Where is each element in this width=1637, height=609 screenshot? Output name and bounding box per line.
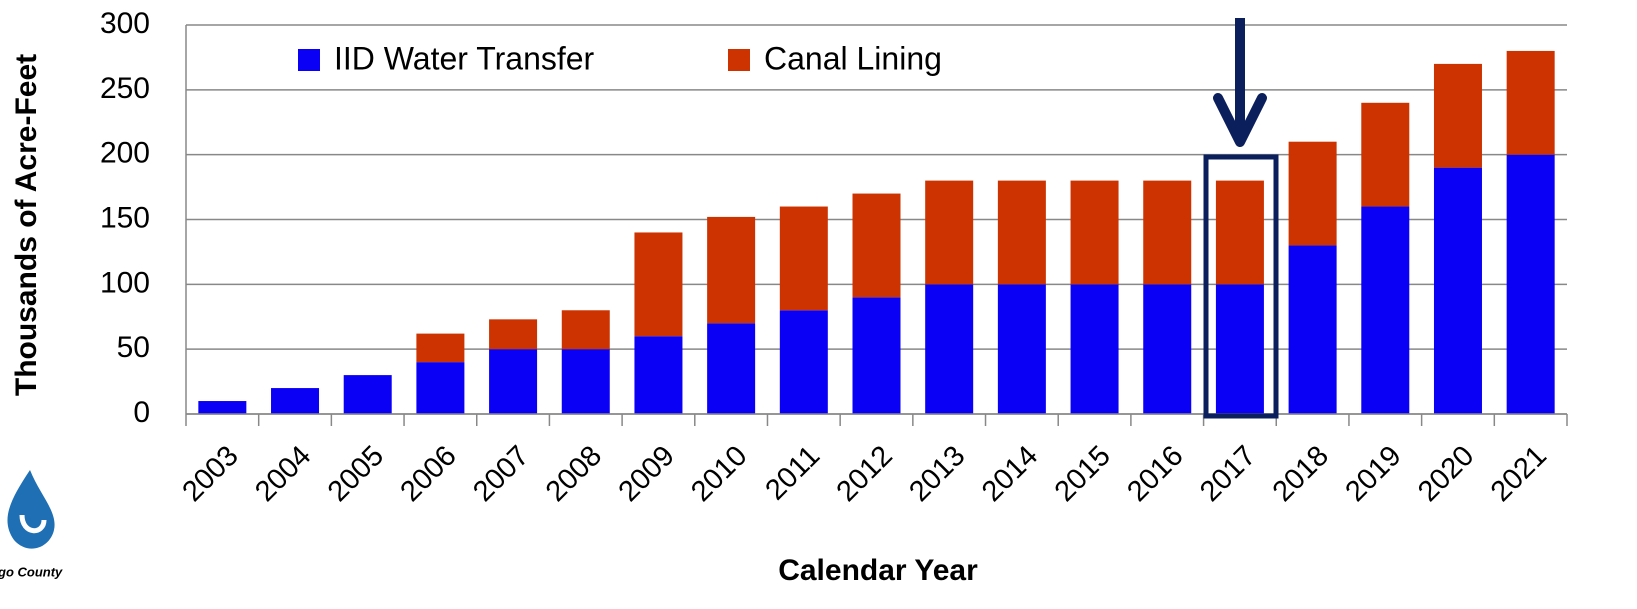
x-tick-label: 2009 [613, 440, 681, 508]
bar-segment [997, 284, 1046, 414]
bar-segment [343, 375, 392, 414]
legend-label: IID Water Transfer [334, 40, 595, 76]
x-tick-label: 2010 [685, 440, 753, 508]
y-tick-label: 50 [117, 331, 150, 364]
x-tick-label: 2020 [1412, 440, 1480, 508]
bar-segment [489, 349, 538, 414]
legend-label: Canal Lining [764, 40, 942, 76]
logo: go County [0, 470, 63, 579]
bar-segment [198, 401, 247, 414]
x-tick-label: 2016 [1121, 440, 1189, 508]
x-tick-label: 2019 [1339, 440, 1407, 508]
bar-segment [997, 180, 1046, 285]
bar-segment [1215, 180, 1264, 285]
bar-segment [561, 310, 610, 350]
highlight-box [1203, 154, 1279, 419]
bar-segment [1070, 180, 1119, 285]
x-tick-label: 2004 [249, 440, 317, 508]
x-tick-label: 2012 [831, 440, 899, 508]
y-tick-label: 0 [133, 396, 150, 429]
x-tick-label: 2021 [1485, 440, 1553, 508]
bar-segment [1288, 245, 1337, 414]
arrow-head [1213, 93, 1267, 147]
y-tick-label: 150 [100, 201, 150, 234]
legend-swatch [298, 49, 320, 71]
bar-segment [489, 319, 538, 350]
bar-segment [416, 333, 465, 363]
logo-wave [19, 514, 47, 534]
bar-segment [852, 297, 901, 414]
y-axis-title: Thousands of Acre-Feet [10, 54, 43, 396]
y-tick-label: 300 [100, 7, 150, 40]
bar-segment [707, 216, 756, 324]
x-tick-label: 2015 [1049, 440, 1117, 508]
bar-segment [779, 206, 828, 311]
bar-segment [1433, 167, 1482, 414]
bar-segment [1143, 284, 1192, 414]
y-tick-label: 250 [100, 72, 150, 105]
bar-segment [1215, 284, 1264, 414]
bar-segment [1361, 102, 1410, 207]
x-tick-label: 2017 [1194, 440, 1262, 508]
bar-segment [634, 232, 683, 337]
bar-segment [416, 362, 465, 414]
x-tick-label: 2011 [759, 440, 826, 507]
bar-segment [271, 388, 320, 414]
logo-text: go County [0, 564, 63, 579]
bar-segment [1288, 141, 1337, 246]
legend-swatch [728, 49, 750, 71]
x-tick-label: 2008 [540, 440, 608, 508]
x-tick-label: 2014 [976, 440, 1044, 508]
logo-drop [7, 470, 55, 549]
bar-segment [1506, 154, 1555, 414]
bar-segment [1506, 50, 1555, 155]
y-tick-label: 200 [100, 137, 150, 170]
bar-segment [925, 180, 974, 285]
bar-segment [1361, 206, 1410, 414]
x-tick-label: 2007 [467, 440, 535, 508]
bar-segment [779, 310, 828, 414]
bar-segment [1070, 284, 1119, 414]
x-tick-label: 2003 [176, 440, 244, 508]
bar-segment [634, 336, 683, 414]
y-tick-label: 100 [100, 266, 150, 299]
x-axis-title: Calendar Year [778, 554, 978, 587]
bar-segment [1433, 63, 1482, 168]
bar-segment [925, 284, 974, 414]
bar-segment [852, 193, 901, 298]
bar-segment [561, 349, 610, 414]
x-tick-label: 2013 [903, 440, 971, 508]
bar-segment [1143, 180, 1192, 285]
x-tick-label: 2005 [322, 440, 390, 508]
x-tick-label: 2006 [395, 440, 463, 508]
x-tick-label: 2018 [1267, 440, 1335, 508]
bar-segment [707, 323, 756, 414]
